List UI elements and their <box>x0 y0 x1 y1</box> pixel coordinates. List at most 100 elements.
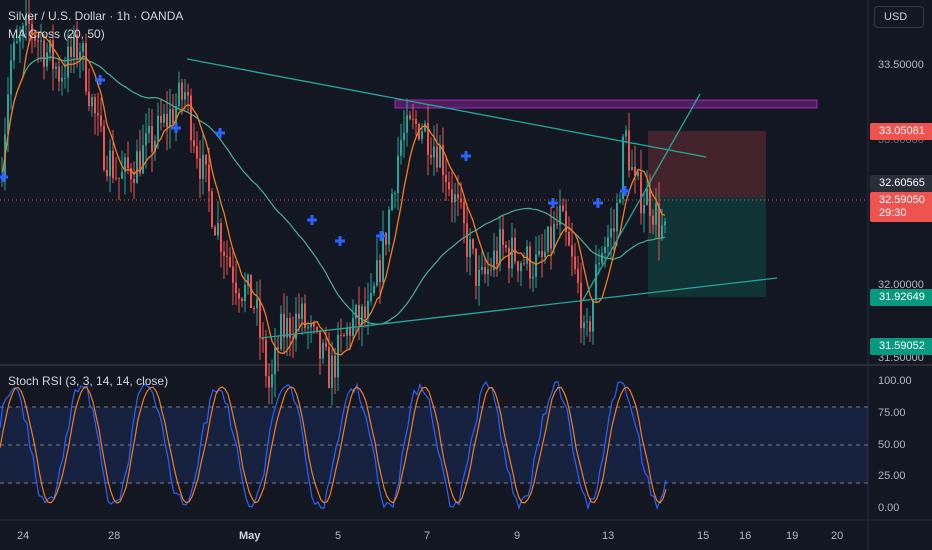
candle-body <box>565 211 567 233</box>
candle-body <box>370 293 372 301</box>
candle-body <box>361 306 363 325</box>
candle-body <box>373 285 375 294</box>
candle-body <box>334 355 336 378</box>
candle-body <box>208 164 210 192</box>
candle-body <box>340 334 342 336</box>
candle-body <box>433 146 435 158</box>
stoch-d-line <box>0 386 667 504</box>
candle-body <box>514 237 516 262</box>
candle-body <box>304 303 306 329</box>
candle-body <box>583 322 585 329</box>
stoch-k-line <box>0 380 667 511</box>
candle-body <box>409 114 411 119</box>
candle-body <box>427 123 429 155</box>
currency-button[interactable]: USD <box>874 6 924 28</box>
candle-body <box>28 15 30 24</box>
x-tick: 7 <box>424 530 431 542</box>
candle-body <box>73 34 75 58</box>
candle-body <box>346 327 348 336</box>
candle-body <box>343 335 345 337</box>
candle-body <box>544 251 546 258</box>
candle-body <box>178 82 180 107</box>
indicator-title[interactable]: MA Cross (20, 50) <box>8 27 105 41</box>
candle-body <box>445 175 447 183</box>
candle-body <box>331 355 333 388</box>
x-tick: 28 <box>108 530 121 542</box>
candle-body <box>157 115 159 141</box>
x-tick: May <box>239 530 261 542</box>
candle-body <box>634 167 636 176</box>
candle-body <box>610 228 612 238</box>
candle-body <box>100 115 102 126</box>
candle-body <box>250 274 252 308</box>
candle-body <box>313 323 315 327</box>
candle-body <box>655 203 657 225</box>
candle-body <box>523 263 525 265</box>
candle-body <box>595 264 597 301</box>
candle-body <box>460 198 462 203</box>
candle-body <box>316 326 318 331</box>
candle-body <box>457 194 459 199</box>
candle-body <box>241 298 243 302</box>
candle-body <box>265 339 267 377</box>
candle-body <box>637 172 639 176</box>
candle-body <box>121 171 123 179</box>
candle-body <box>649 188 651 216</box>
candle-body <box>553 223 555 249</box>
candle-body <box>205 154 207 165</box>
candle-body <box>406 114 408 133</box>
candle-body <box>652 215 654 225</box>
candle-body <box>37 40 39 42</box>
candle-body <box>592 300 594 332</box>
candle-body <box>388 209 390 245</box>
candle-body <box>88 91 90 107</box>
candle-body <box>235 282 237 294</box>
candle-body <box>601 253 603 264</box>
candle-body <box>256 299 258 309</box>
price-tick: 33.50000 <box>878 59 924 71</box>
candle-body <box>244 285 246 302</box>
stoch-tick: 25.00 <box>878 470 906 482</box>
candle-body <box>367 300 369 318</box>
x-tick: 20 <box>831 530 844 542</box>
current-price-value: 32.59050 <box>879 194 925 206</box>
candle-body <box>82 43 84 52</box>
candle-body <box>442 144 444 176</box>
candle-body <box>589 321 591 332</box>
candle-body <box>49 40 51 53</box>
candle-body <box>640 172 642 214</box>
candle-body <box>355 305 357 319</box>
candle-body <box>538 251 540 255</box>
x-tick: 13 <box>602 530 615 542</box>
candle-body <box>535 254 537 277</box>
candle-body <box>16 41 18 43</box>
low-tag: 31.59052 <box>870 338 932 355</box>
candle-body <box>145 133 147 146</box>
candle-body <box>67 46 69 78</box>
candle-body <box>463 202 465 224</box>
candle-body <box>520 263 522 272</box>
candle-body <box>562 205 564 212</box>
candle-body <box>55 66 57 70</box>
symbol-title[interactable]: Silver / U.S. Dollar · 1h · OANDA <box>8 9 184 23</box>
candle-body <box>508 247 510 269</box>
candle-body <box>394 193 396 195</box>
candle-body <box>448 182 450 190</box>
candle-body <box>385 232 387 245</box>
candle-body <box>289 317 291 338</box>
candle-body <box>391 193 393 210</box>
take-entry-tag: 33.05081 <box>870 123 932 140</box>
candle-body <box>280 313 282 350</box>
candle-body <box>115 177 117 179</box>
stoch-title[interactable]: Stoch RSI (3, 3, 14, 14, close) <box>8 374 169 388</box>
candle-body <box>505 245 507 248</box>
candle-body <box>559 205 561 225</box>
candle-body <box>376 260 378 286</box>
candle-body <box>172 109 174 124</box>
candle-body <box>646 188 648 206</box>
x-tick: 24 <box>17 530 30 542</box>
candle-body <box>631 167 633 171</box>
candle-body <box>22 25 24 37</box>
candle-body <box>295 313 297 340</box>
